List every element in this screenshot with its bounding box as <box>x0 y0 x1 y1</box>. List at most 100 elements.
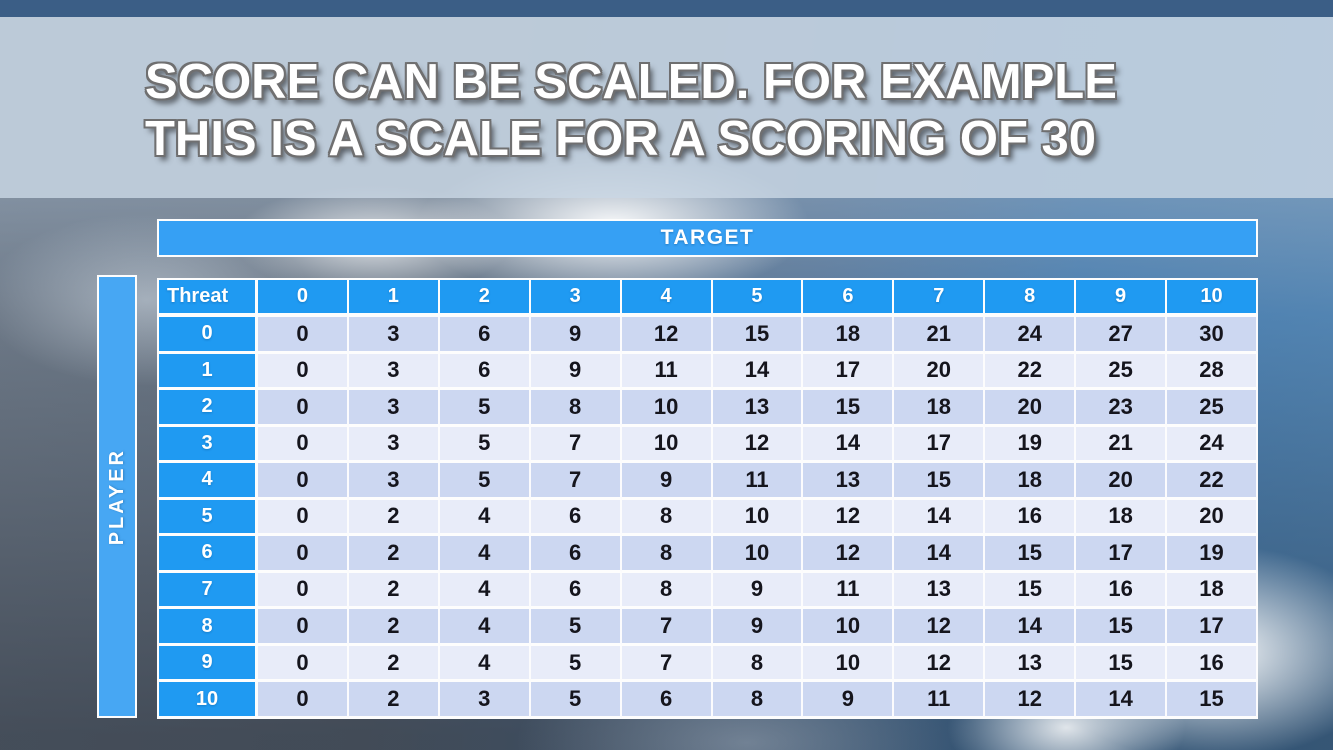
score-cell: 12 <box>621 317 713 354</box>
score-cell: 3 <box>348 317 440 354</box>
title-line-2: THIS IS A SCALE FOR A SCORING OF 30 <box>145 112 1097 166</box>
score-table-body: 0 0 3 6 9 12 15 18 21 24 27 30 1 0 3 6 9 11 14 17 20 22 25 28 2 0… <box>157 317 1258 719</box>
score-cell: 21 <box>1076 426 1168 464</box>
score-cell: 19 <box>985 426 1077 464</box>
score-cell: 15 <box>803 390 895 427</box>
row-header-threat-4: 4 <box>157 463 258 500</box>
score-cell: 18 <box>1167 572 1258 610</box>
table-row: 5 0 2 4 6 8 10 12 14 16 18 20 <box>157 499 1258 537</box>
col-header-2: 2 <box>439 278 531 317</box>
score-cell: 5 <box>439 463 531 500</box>
score-cell: 0 <box>258 463 349 500</box>
row-header-threat-2: 2 <box>157 390 258 427</box>
score-cell: 16 <box>1167 645 1258 683</box>
score-cell: 7 <box>530 463 622 500</box>
score-cell: 13 <box>803 463 895 500</box>
score-cell: 5 <box>530 609 622 646</box>
score-cell: 6 <box>530 572 622 610</box>
score-cell: 10 <box>803 609 895 646</box>
score-cell: 23 <box>1076 390 1168 427</box>
score-cell: 10 <box>803 645 895 683</box>
row-header-threat-10: 10 <box>157 682 258 719</box>
target-axis-label: TARGET <box>660 226 755 249</box>
score-cell: 3 <box>348 426 440 464</box>
score-cell: 7 <box>621 645 713 683</box>
score-cell: 6 <box>439 353 531 391</box>
table-row: 1 0 3 6 9 11 14 17 20 22 25 28 <box>157 353 1258 391</box>
title-band: SCORE CAN BE SCALED. FOR EXAMPLE THIS IS… <box>0 17 1333 198</box>
row-header-threat-0: 0 <box>157 317 258 354</box>
slide-title: SCORE CAN BE SCALED. FOR EXAMPLE THIS IS… <box>145 54 1117 168</box>
score-cell: 28 <box>1167 353 1258 391</box>
score-cell: 6 <box>530 536 622 573</box>
score-cell: 2 <box>348 499 440 537</box>
col-header-1: 1 <box>348 278 440 317</box>
score-cell: 12 <box>985 682 1077 719</box>
score-cell: 14 <box>894 499 986 537</box>
score-cell: 8 <box>621 572 713 610</box>
score-cell: 18 <box>1076 499 1168 537</box>
row-header-threat-8: 8 <box>157 609 258 646</box>
score-cell: 0 <box>258 499 349 537</box>
table-row: 4 0 3 5 7 9 11 13 15 18 20 22 <box>157 463 1258 500</box>
col-header-8: 8 <box>985 278 1077 317</box>
target-axis-bar: TARGET <box>157 219 1258 257</box>
row-header-threat-7: 7 <box>157 572 258 610</box>
score-cell: 8 <box>712 682 804 719</box>
score-cell: 21 <box>894 317 986 354</box>
score-cell: 13 <box>712 390 804 427</box>
score-cell: 2 <box>348 572 440 610</box>
score-cell: 2 <box>348 645 440 683</box>
score-cell: 0 <box>258 572 349 610</box>
score-cell: 12 <box>803 499 895 537</box>
score-cell: 14 <box>712 353 804 391</box>
score-cell: 16 <box>985 499 1077 537</box>
score-cell: 10 <box>712 499 804 537</box>
score-cell: 9 <box>530 353 622 391</box>
score-cell: 25 <box>1167 390 1258 427</box>
player-axis-label: PLAYER <box>105 447 128 546</box>
table-row: 6 0 2 4 6 8 10 12 14 15 17 19 <box>157 536 1258 573</box>
table-row: 7 0 2 4 6 8 9 11 13 15 16 18 <box>157 572 1258 610</box>
score-cell: 14 <box>803 426 895 464</box>
score-cell: 20 <box>894 353 986 391</box>
score-cell: 18 <box>985 463 1077 500</box>
table-row: 10 0 2 3 5 6 8 9 11 12 14 15 <box>157 682 1258 719</box>
col-header-5: 5 <box>712 278 804 317</box>
score-cell: 22 <box>1167 463 1258 500</box>
score-cell: 4 <box>439 645 531 683</box>
score-cell: 0 <box>258 645 349 683</box>
score-cell: 13 <box>985 645 1077 683</box>
title-line-1: SCORE CAN BE SCALED. FOR EXAMPLE <box>145 55 1117 109</box>
row-header-threat-3: 3 <box>157 426 258 464</box>
score-cell: 6 <box>439 317 531 354</box>
score-cell: 27 <box>1076 317 1168 354</box>
score-cell: 15 <box>985 536 1077 573</box>
score-cell: 9 <box>530 317 622 354</box>
score-cell: 19 <box>1167 536 1258 573</box>
score-cell: 12 <box>803 536 895 573</box>
score-cell: 4 <box>439 499 531 537</box>
score-cell: 11 <box>712 463 804 500</box>
score-cell: 10 <box>712 536 804 573</box>
score-cell: 0 <box>258 536 349 573</box>
score-cell: 7 <box>621 609 713 646</box>
score-cell: 8 <box>621 536 713 573</box>
score-cell: 20 <box>1167 499 1258 537</box>
sky-top-strip <box>0 0 1333 17</box>
score-cell: 2 <box>348 536 440 573</box>
score-cell: 17 <box>894 426 986 464</box>
score-cell: 30 <box>1167 317 1258 354</box>
score-cell: 5 <box>530 645 622 683</box>
table-row: 8 0 2 4 5 7 9 10 12 14 15 17 <box>157 609 1258 646</box>
score-cell: 11 <box>621 353 713 391</box>
row-header-threat-9: 9 <box>157 645 258 683</box>
score-cell: 0 <box>258 353 349 391</box>
score-cell: 0 <box>258 609 349 646</box>
score-cell: 14 <box>1076 682 1168 719</box>
score-cell: 15 <box>1167 682 1258 719</box>
score-cell: 5 <box>439 426 531 464</box>
score-cell: 2 <box>348 682 440 719</box>
table-row: 3 0 3 5 7 10 12 14 17 19 21 24 <box>157 426 1258 464</box>
score-matrix-table: Threat 0 1 2 3 4 5 6 7 8 9 10 0 0 3 6 9 12 15 18 21 24 27 30 1… <box>157 278 1258 719</box>
